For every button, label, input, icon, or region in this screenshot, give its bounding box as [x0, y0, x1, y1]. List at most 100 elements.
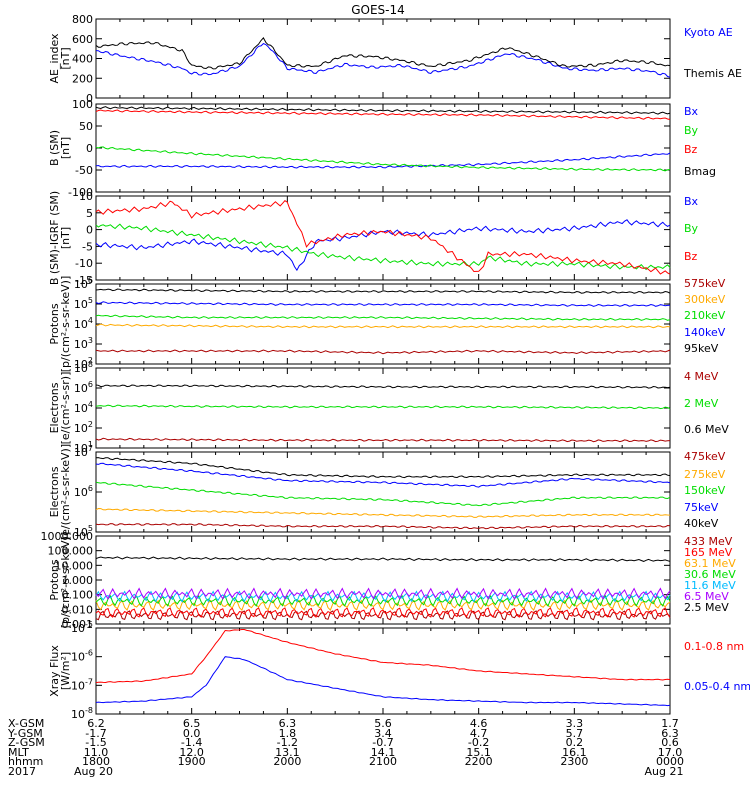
y-tick-label: 10-5 — [71, 620, 93, 635]
legend-entry: Themis AE — [683, 67, 742, 80]
series-line-75keV — [95, 462, 671, 488]
x-row-label: hhmm — [8, 755, 43, 768]
legend-entry: 275keV — [684, 468, 726, 481]
x-tick-value: 13.1 — [275, 746, 300, 759]
x-tick-value: 1.7 — [661, 717, 679, 730]
series-line-11.6-MeV — [95, 590, 671, 603]
y-tick-label: 104 — [74, 400, 93, 415]
y-tick-label: 400 — [72, 53, 93, 66]
y-tick-label: 200 — [72, 72, 93, 85]
series-line-575keV — [95, 349, 671, 355]
series-line-210keV — [95, 314, 671, 321]
x-row-label: Y-GSM — [7, 727, 43, 740]
y-axis-label: B (SM)[nT] — [48, 130, 72, 166]
x-tick-value: 15.1 — [466, 746, 491, 759]
y-tick-label: 100 — [72, 98, 93, 111]
legend-entry: 0.1-0.8 nm — [684, 640, 744, 653]
x-tick-value: 6.3 — [661, 727, 679, 740]
legend-entry: 11.6 MeV — [684, 579, 736, 592]
legend-entry: 140keV — [684, 326, 726, 339]
y-axis-label: B (SM)-IGRF (SM)[nT] — [48, 191, 72, 285]
series-line-140keV — [95, 301, 671, 307]
legend-entry: Bx — [684, 195, 699, 208]
y-tick-label: -5 — [82, 240, 93, 253]
x-tick-value: -1.7 — [85, 727, 106, 740]
x-tick-value: 16.1 — [562, 746, 587, 759]
x-tick-value: 0.2 — [566, 736, 584, 749]
x-tick-value: 2300 — [560, 755, 588, 768]
series-line-475keV — [95, 523, 671, 530]
legend-entry: 6.5 MeV — [684, 590, 729, 603]
x-tick-value: -0.7 — [372, 736, 393, 749]
series-line-275keV — [95, 507, 671, 518]
series-line-63.1-MeV — [95, 599, 671, 612]
legend-entry: 4 MeV — [684, 370, 719, 383]
x-tick-value: 6.2 — [87, 717, 105, 730]
series-line-Themis-AE — [95, 37, 671, 70]
panel-frame — [95, 283, 671, 365]
y-tick-label: 10-6 — [71, 649, 93, 664]
x-tick-value: 12.0 — [179, 746, 204, 759]
legend-entry: Kyoto AE — [684, 26, 733, 39]
legend-entry: 433 MeV — [684, 535, 733, 548]
series-line-2-MeV — [95, 404, 671, 410]
y-tick-label: 0 — [86, 224, 93, 237]
y-axis-label: Xray Flux[W/m²] — [48, 645, 72, 697]
x-tick-value: 0.6 — [661, 736, 679, 749]
y-tick-label: 10 — [79, 190, 93, 203]
x-tick-value: -1.4 — [181, 736, 202, 749]
legend-entry: Bmag — [684, 165, 716, 178]
y-tick-label: 103 — [74, 336, 93, 351]
y-tick-label: 1000.000 — [41, 530, 94, 543]
y-tick-label: 105 — [74, 296, 93, 311]
x-tick-value: 14.1 — [371, 746, 396, 759]
series-line-433-MeV — [95, 610, 671, 621]
x-tick-value: -1.5 — [85, 736, 106, 749]
x-tick-value: 3.4 — [374, 727, 392, 740]
y-tick-label: 10.000 — [55, 559, 94, 572]
x-tick-value: 3.3 — [566, 717, 584, 730]
y-tick-label: 107 — [74, 444, 93, 459]
legend-entry: 40keV — [684, 517, 719, 530]
x-tick-value: 1.8 — [279, 727, 297, 740]
x-tick-value: 4.6 — [470, 717, 488, 730]
legend-entry: 2 MeV — [684, 397, 719, 410]
y-tick-label: 50 — [79, 120, 93, 133]
legend-entry: Bz — [684, 250, 698, 263]
y-axis-label: Protons[p/(cm²-s-sr-keV)] — [48, 532, 72, 629]
series-line-By — [95, 146, 671, 172]
y-axis-label: Electrons[e/(cm²-s-sr-keV)] — [48, 444, 72, 540]
y-tick-label: 0 — [86, 142, 93, 155]
series-line-Bx — [95, 152, 671, 169]
legend-entry: 150keV — [684, 484, 726, 497]
series-line-2.5-MeV — [95, 556, 671, 562]
x-tick-value: 2000 — [273, 755, 301, 768]
y-tick-label: 800 — [72, 13, 93, 26]
x-tick-value: Aug 20 — [74, 765, 113, 778]
series-line-By — [95, 223, 671, 271]
y-tick-label: 5 — [86, 207, 93, 220]
panel-frame — [95, 627, 671, 715]
series-line-30.6-MeV — [95, 594, 671, 607]
x-tick-value: 6.3 — [279, 717, 297, 730]
x-tick-value: 1900 — [178, 755, 206, 768]
x-tick-value: 2100 — [369, 755, 397, 768]
x-tick-value: 1800 — [82, 755, 110, 768]
series-line-Bz — [95, 200, 671, 275]
x-tick-value: 0.0 — [183, 727, 201, 740]
y-tick-label: 0.100 — [62, 589, 94, 602]
y-axis-label: Electrons[e/(cm²-s-sr)] — [48, 372, 72, 445]
x-tick-value: -1.2 — [277, 736, 298, 749]
legend-entry: 300keV — [684, 293, 726, 306]
y-tick-label: 106 — [74, 276, 93, 291]
x-tick-value: 5.7 — [566, 727, 584, 740]
x-row-label: Z-GSM — [8, 736, 45, 749]
legend-entry: By — [684, 124, 699, 137]
x-row-label: MLT — [8, 746, 29, 759]
x-tick-value: 17.0 — [658, 746, 683, 759]
legend-entry: 165 MeV — [684, 546, 733, 559]
